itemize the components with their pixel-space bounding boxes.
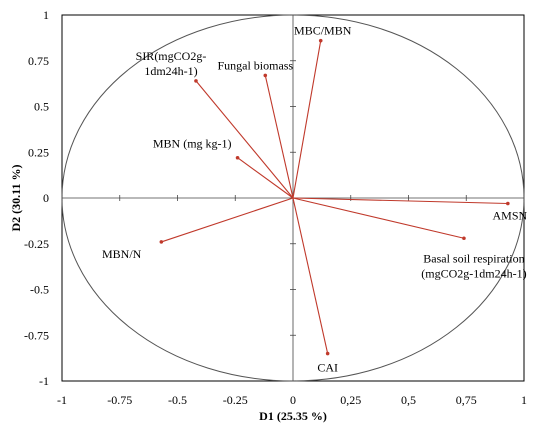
y-tick-label: 0.75 bbox=[28, 54, 49, 68]
loading-vector bbox=[161, 197, 294, 243]
vector-label-line: (mgCO2g-1dm24h-1) bbox=[421, 266, 526, 280]
loading-vector bbox=[292, 197, 465, 239]
vector-label-line: Basal soil respiration bbox=[423, 251, 524, 265]
y-tick-label: 0.25 bbox=[28, 145, 49, 159]
vector-endpoint bbox=[194, 79, 198, 83]
vector-endpoint bbox=[325, 351, 330, 356]
vector-label: SIR(mgCO2g-1dm24h-1) bbox=[136, 49, 207, 78]
loading-vector bbox=[195, 80, 294, 199]
x-axis-label: D1 (25.35 %) bbox=[259, 409, 327, 423]
vector-label-line: MBN/N bbox=[102, 247, 142, 261]
y-tick-label: 1 bbox=[43, 8, 49, 22]
vector-label: Basal soil respiration (mgCO2g-1dm24h-1) bbox=[421, 251, 526, 280]
x-tick-label: -1 bbox=[57, 393, 67, 407]
x-tick-label: 0,75 bbox=[456, 393, 477, 407]
y-tick-label: -0.25 bbox=[24, 237, 49, 251]
x-tick-label: -0.25 bbox=[223, 393, 248, 407]
y-tick-label: -0.5 bbox=[30, 283, 49, 297]
y-tick-label: 0 bbox=[43, 191, 49, 205]
loading-vector bbox=[292, 197, 508, 205]
loading-vector bbox=[292, 197, 329, 354]
y-tick-label: -1 bbox=[39, 374, 49, 388]
vector-label-line: MBN (mg kg-1) bbox=[153, 137, 232, 151]
x-tick-label: 1 bbox=[521, 393, 527, 407]
x-tick-label: -0.5 bbox=[168, 393, 187, 407]
vector-endpoint bbox=[506, 201, 510, 206]
x-ticks: -1 -0.75 -0.5 -0.25 0 0,25 0,5 0,75 1 bbox=[57, 195, 527, 407]
vector-endpoint bbox=[263, 73, 268, 78]
vector-label-line: SIR(mgCO2g- bbox=[136, 49, 207, 63]
y-ticks: 1 0.75 0.5 0.25 0 -0.25 -0.5 -0.75 -1 bbox=[24, 8, 296, 388]
vector-endpoint bbox=[235, 155, 240, 160]
vector-label-line: 1dm24h-1) bbox=[144, 64, 197, 78]
vector-label: MBN (mg kg-1) bbox=[153, 137, 232, 151]
y-tick-label: 0.5 bbox=[34, 100, 49, 114]
x-tick-label: 0 bbox=[290, 393, 296, 407]
x-tick-label: 0,25 bbox=[340, 393, 361, 407]
vector-label-line: MBC/MBN bbox=[294, 24, 352, 38]
loading-vector bbox=[237, 157, 294, 199]
loading-vectors: MBC/MBN Fungal biomass SIR(mgCO2g-1dm24h-1… bbox=[102, 24, 528, 375]
vector-label: MBN/N bbox=[102, 247, 142, 261]
vector-label: AMSN bbox=[492, 208, 527, 222]
y-axis-label: D2 (30.11 %) bbox=[9, 165, 23, 232]
vector-endpoint bbox=[159, 240, 164, 244]
vector-label: MBC/MBN bbox=[294, 24, 352, 38]
vector-endpoint bbox=[318, 38, 323, 43]
vector-label: Fungal biomass bbox=[217, 58, 293, 72]
vector-endpoint bbox=[462, 236, 466, 241]
loading-vector bbox=[292, 40, 322, 199]
y-tick-label: -0.75 bbox=[24, 328, 49, 342]
loading-vector bbox=[264, 75, 294, 199]
x-tick-label: 0,5 bbox=[401, 393, 416, 407]
vector-label: CAI bbox=[317, 361, 338, 375]
vector-label-line: CAI bbox=[317, 361, 338, 375]
vector-label-line: AMSN bbox=[492, 208, 527, 222]
x-tick-label: -0.75 bbox=[107, 393, 132, 407]
vector-label-line: Fungal biomass bbox=[217, 58, 293, 72]
